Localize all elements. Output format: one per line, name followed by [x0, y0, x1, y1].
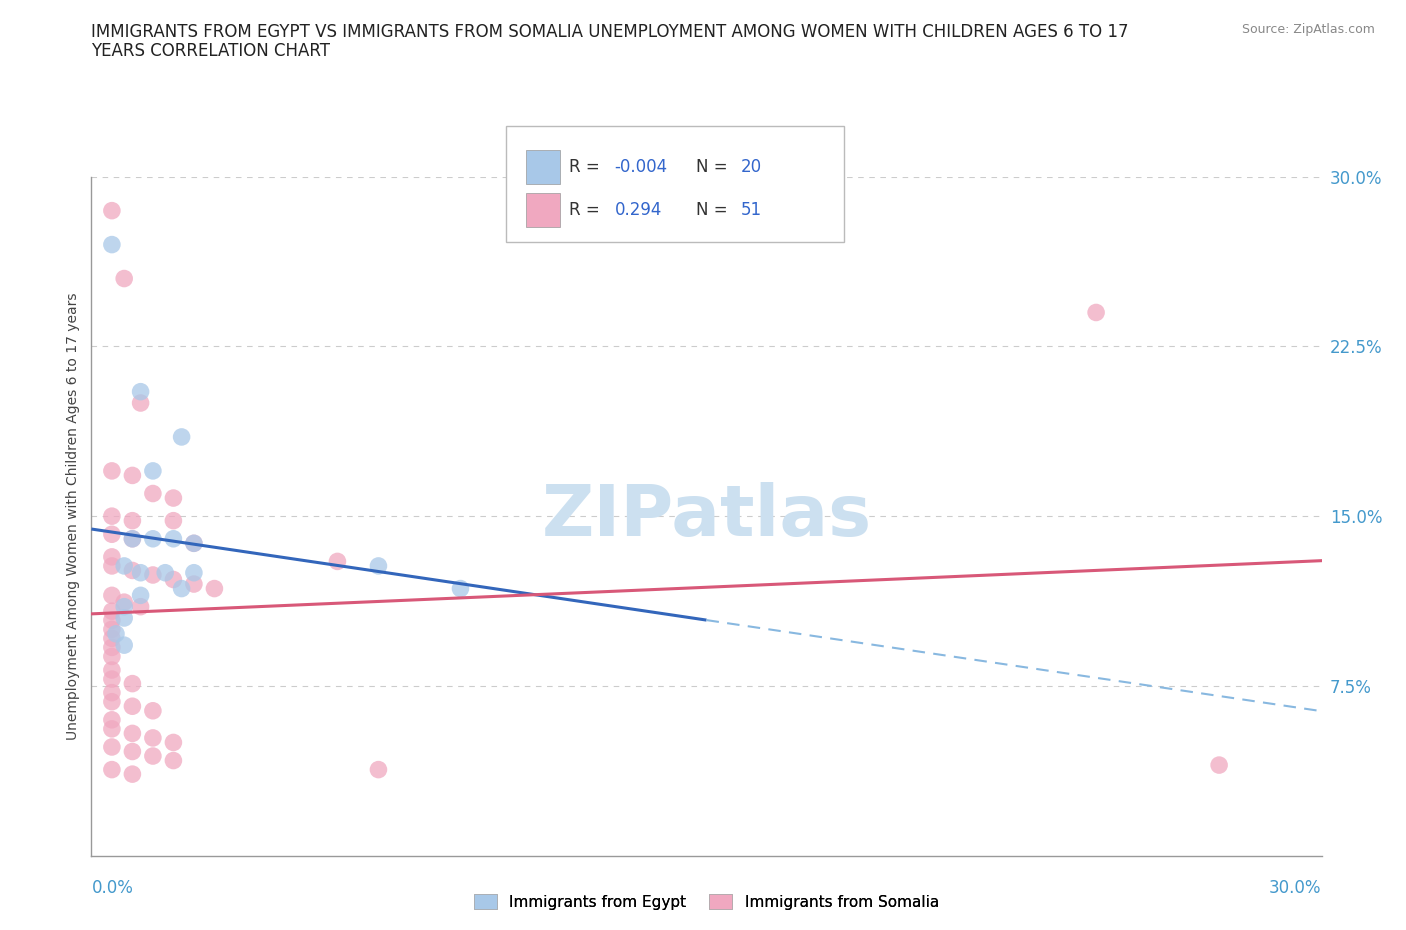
Point — [129, 384, 152, 399]
Point — [162, 491, 184, 506]
Point — [142, 730, 165, 745]
Point — [101, 649, 124, 664]
Point — [101, 695, 124, 710]
Point — [183, 565, 205, 580]
Point — [1085, 305, 1108, 320]
Point — [162, 531, 184, 546]
Point — [153, 565, 177, 580]
Text: 0.294: 0.294 — [614, 201, 662, 219]
Point — [101, 671, 124, 686]
Point — [101, 237, 124, 252]
Text: 20: 20 — [741, 158, 762, 176]
Point — [101, 613, 124, 628]
Point — [162, 513, 184, 528]
Point — [162, 753, 184, 768]
Point — [183, 577, 205, 591]
Point — [170, 430, 193, 445]
Point — [101, 509, 124, 524]
Text: Source: ZipAtlas.com: Source: ZipAtlas.com — [1241, 23, 1375, 36]
Point — [112, 594, 135, 609]
Text: -0.004: -0.004 — [614, 158, 668, 176]
Point — [101, 662, 124, 677]
Point — [129, 565, 152, 580]
Point — [112, 599, 135, 614]
Point — [101, 559, 124, 574]
Point — [101, 463, 124, 478]
Text: ZIPatlas: ZIPatlas — [541, 482, 872, 551]
Point — [129, 599, 152, 614]
Point — [121, 676, 143, 691]
Point — [142, 749, 165, 764]
Point — [101, 204, 124, 219]
Text: N =: N = — [696, 158, 727, 176]
Point — [101, 763, 124, 777]
Point — [183, 536, 205, 551]
Point — [101, 526, 124, 541]
Point — [121, 531, 143, 546]
Point — [121, 766, 143, 781]
Point — [121, 531, 143, 546]
Point — [142, 486, 165, 501]
Point — [101, 622, 124, 637]
Y-axis label: Unemployment Among Women with Children Ages 6 to 17 years: Unemployment Among Women with Children A… — [66, 292, 80, 740]
Point — [101, 588, 124, 603]
Point — [162, 735, 184, 750]
Text: IMMIGRANTS FROM EGYPT VS IMMIGRANTS FROM SOMALIA UNEMPLOYMENT AMONG WOMEN WITH C: IMMIGRANTS FROM EGYPT VS IMMIGRANTS FROM… — [91, 23, 1129, 41]
Text: 30.0%: 30.0% — [1270, 879, 1322, 897]
Point — [121, 698, 143, 713]
Point — [170, 581, 193, 596]
Point — [367, 559, 389, 574]
Point — [121, 744, 143, 759]
Text: YEARS CORRELATION CHART: YEARS CORRELATION CHART — [91, 42, 330, 60]
Point — [101, 631, 124, 645]
Text: 0.0%: 0.0% — [91, 879, 134, 897]
Point — [121, 726, 143, 741]
Legend: Immigrants from Egypt, Immigrants from Somalia: Immigrants from Egypt, Immigrants from S… — [468, 887, 945, 916]
Point — [101, 712, 124, 727]
Point — [183, 536, 205, 551]
Point — [142, 531, 165, 546]
Text: R =: R = — [569, 201, 600, 219]
Text: N =: N = — [696, 201, 727, 219]
Point — [101, 640, 124, 655]
Text: R =: R = — [569, 158, 600, 176]
Point — [326, 554, 349, 569]
Point — [367, 763, 389, 777]
Point — [101, 685, 124, 700]
Point — [142, 463, 165, 478]
Point — [112, 638, 135, 653]
Point — [162, 572, 184, 587]
Point — [121, 468, 143, 483]
Point — [101, 604, 124, 618]
Point — [129, 395, 152, 410]
Point — [121, 513, 143, 528]
Point — [101, 722, 124, 737]
Point — [142, 703, 165, 718]
Text: 51: 51 — [741, 201, 762, 219]
Point — [112, 611, 135, 626]
Point — [105, 627, 127, 642]
Point — [121, 563, 143, 578]
Point — [112, 272, 135, 286]
Point — [1208, 758, 1230, 773]
Point — [449, 581, 471, 596]
Point — [142, 567, 165, 582]
Point — [101, 739, 124, 754]
Point — [112, 559, 135, 574]
Point — [202, 581, 225, 596]
Point — [129, 588, 152, 603]
Point — [101, 550, 124, 565]
